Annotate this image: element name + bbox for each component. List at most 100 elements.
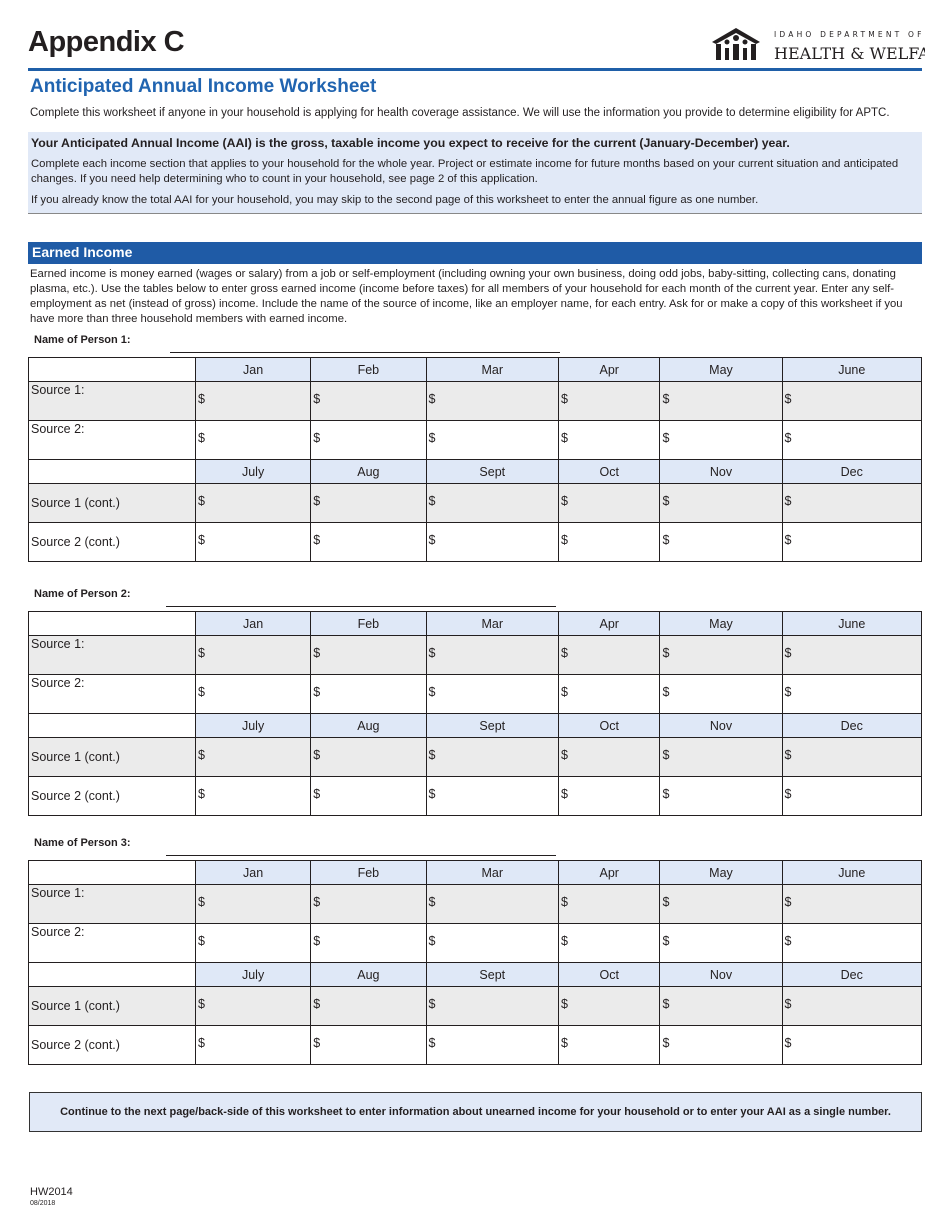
amount-cell: $	[781, 884, 923, 924]
amount-cell: $	[659, 483, 783, 523]
month-header: Sept	[425, 713, 560, 738]
amount-input[interactable]	[323, 781, 428, 811]
amount-input[interactable]	[794, 527, 899, 557]
amount-input[interactable]	[323, 991, 428, 1021]
amount-input[interactable]	[672, 742, 777, 772]
currency-symbol: $	[561, 895, 568, 909]
amount-input[interactable]	[571, 781, 676, 811]
amount-cell: $	[425, 381, 560, 421]
amount-input[interactable]	[323, 742, 428, 772]
amount-input[interactable]	[672, 889, 777, 919]
amount-input[interactable]	[571, 679, 676, 709]
currency-symbol: $	[662, 1036, 670, 1050]
amount-input[interactable]	[571, 742, 676, 772]
currency-symbol: $	[428, 748, 436, 762]
amount-input[interactable]	[794, 386, 899, 416]
amount-input[interactable]	[794, 1030, 899, 1060]
amount-cell: $	[558, 776, 676, 816]
amount-cell: $	[781, 483, 923, 523]
amount-input[interactable]	[571, 889, 676, 919]
person-name-label: Name of Person 3:	[34, 837, 131, 849]
amount-input[interactable]	[672, 488, 777, 518]
amount-input[interactable]	[208, 386, 312, 416]
amount-input[interactable]	[208, 640, 312, 670]
continue-note: Continue to the next page/back-side of t…	[29, 1092, 922, 1132]
amount-input[interactable]	[571, 488, 676, 518]
amount-input[interactable]	[323, 527, 428, 557]
currency-symbol: $	[428, 685, 436, 699]
currency-symbol: $	[198, 934, 205, 948]
amount-input[interactable]	[438, 1030, 543, 1060]
currency-symbol: $	[428, 646, 436, 660]
amount-input[interactable]	[438, 527, 543, 557]
month-header-row: Jan Feb Mar Apr May June	[28, 860, 923, 885]
amount-input[interactable]	[672, 425, 777, 455]
currency-symbol: $	[198, 997, 205, 1011]
amount-input[interactable]	[571, 928, 676, 958]
amount-input[interactable]	[323, 928, 428, 958]
amount-input[interactable]	[571, 425, 676, 455]
amount-input[interactable]	[794, 781, 899, 811]
amount-input[interactable]	[208, 527, 312, 557]
amount-input[interactable]	[672, 928, 777, 958]
amount-input[interactable]	[323, 425, 428, 455]
amount-input[interactable]	[323, 679, 428, 709]
amount-input[interactable]	[438, 386, 543, 416]
amount-input[interactable]	[672, 1030, 777, 1060]
amount-input[interactable]	[672, 527, 777, 557]
amount-input[interactable]	[571, 386, 676, 416]
amount-input[interactable]	[438, 488, 543, 518]
amount-input[interactable]	[794, 425, 899, 455]
amount-input[interactable]	[208, 889, 312, 919]
amount-input[interactable]	[208, 781, 312, 811]
amount-input[interactable]	[438, 991, 543, 1021]
amount-input[interactable]	[323, 386, 428, 416]
amount-cell: $	[194, 381, 312, 421]
person-name-input[interactable]	[170, 333, 560, 353]
month-header: Dec	[781, 713, 923, 738]
person-name-input[interactable]	[166, 836, 556, 856]
amount-input[interactable]	[672, 386, 777, 416]
amount-input[interactable]	[672, 640, 777, 670]
amount-input[interactable]	[571, 640, 676, 670]
amount-input[interactable]	[794, 889, 899, 919]
amount-input[interactable]	[208, 991, 312, 1021]
currency-symbol: $	[662, 934, 670, 948]
amount-input[interactable]	[438, 425, 543, 455]
amount-input[interactable]	[571, 991, 676, 1021]
amount-input[interactable]	[323, 1030, 428, 1060]
amount-input[interactable]	[438, 781, 543, 811]
amount-input[interactable]	[672, 781, 777, 811]
amount-input[interactable]	[208, 742, 312, 772]
amount-input[interactable]	[438, 679, 543, 709]
amount-input[interactable]	[794, 928, 899, 958]
amount-cell: $	[781, 420, 923, 460]
table-row: Source 1 (cont.) $ $ $ $ $ $	[28, 483, 923, 523]
amount-input[interactable]	[438, 928, 543, 958]
amount-input[interactable]	[672, 679, 777, 709]
amount-input[interactable]	[794, 742, 899, 772]
amount-input[interactable]	[208, 1030, 312, 1060]
amount-input[interactable]	[323, 488, 428, 518]
amount-input[interactable]	[323, 889, 428, 919]
amount-input[interactable]	[571, 527, 676, 557]
amount-input[interactable]	[208, 679, 312, 709]
amount-input[interactable]	[794, 488, 899, 518]
amount-input[interactable]	[794, 991, 899, 1021]
person-name-input[interactable]	[166, 587, 556, 607]
amount-input[interactable]	[208, 928, 312, 958]
currency-symbol: $	[784, 895, 792, 909]
amount-input[interactable]	[794, 679, 899, 709]
idhw-logo: IDAHO DEPARTMENT OF HEALTH & WELFARE	[712, 28, 925, 63]
amount-input[interactable]	[208, 425, 312, 455]
amount-cell: $	[310, 522, 428, 562]
amount-input[interactable]	[438, 742, 543, 772]
amount-input[interactable]	[438, 889, 543, 919]
amount-input[interactable]	[208, 488, 312, 518]
amount-input[interactable]	[794, 640, 899, 670]
amount-input[interactable]	[672, 991, 777, 1021]
amount-input[interactable]	[323, 640, 428, 670]
amount-cell: $	[659, 737, 783, 777]
amount-input[interactable]	[571, 1030, 676, 1060]
amount-input[interactable]	[438, 640, 543, 670]
